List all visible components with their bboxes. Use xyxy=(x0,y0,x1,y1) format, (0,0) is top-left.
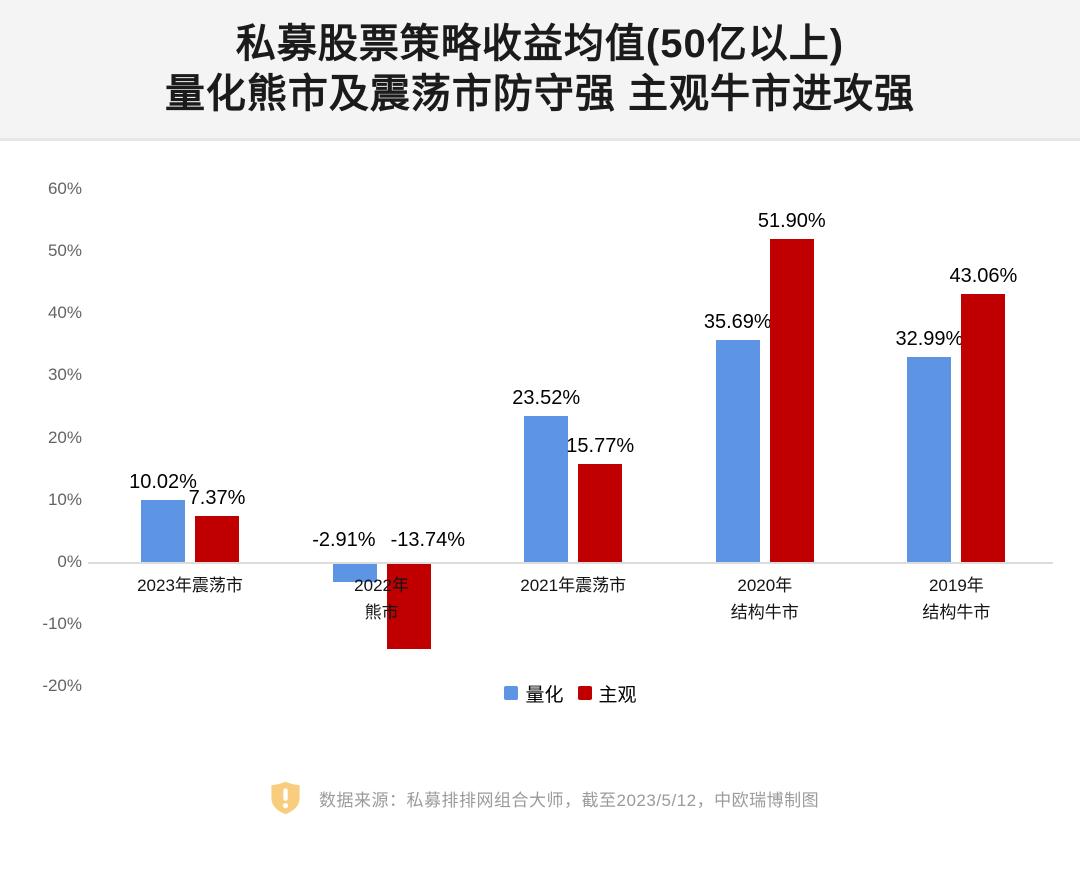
bar-量化 xyxy=(524,415,569,562)
chart-title-band: 私募股票策略收益均值(50亿以上) 量化熊市及震荡市防守强 主观牛市进攻强 xyxy=(0,0,1080,141)
bar-value-label: 10.02% xyxy=(129,470,197,493)
bar-量化 xyxy=(907,356,952,562)
bar-量化 xyxy=(141,499,185,562)
chart-title-line2: 量化熊市及震荡市防守强 主观牛市进攻强 xyxy=(164,72,916,116)
bar-主观 xyxy=(769,239,814,562)
bar-value-label: 23.52% xyxy=(512,386,581,409)
bar-主观 xyxy=(386,564,431,650)
bar-value-label: 35.69% xyxy=(703,311,772,334)
bar-value-label: 7.37% xyxy=(188,487,246,510)
y-tick-label: 20% xyxy=(47,427,82,447)
bar-量化 xyxy=(715,340,760,562)
y-tick-label: 60% xyxy=(47,178,82,198)
legend-item: 主观 xyxy=(577,680,637,707)
legend-swatch xyxy=(504,686,519,700)
legend-label: 量化 xyxy=(525,684,564,706)
category-label: 2021年震荡市 xyxy=(520,576,627,595)
bar-value-label: 32.99% xyxy=(895,327,964,350)
bar-value-label: 15.77% xyxy=(566,434,635,457)
bar-量化 xyxy=(332,564,377,583)
y-tick-label: 0% xyxy=(57,552,82,571)
y-tick-label: -20% xyxy=(42,676,82,696)
data-source-text: 数据来源：私募排排网组合大师，截至2023/5/12，中欧瑞博制图 xyxy=(319,790,820,810)
chart-title-line1: 私募股票策略收益均值(50亿以上) xyxy=(235,22,845,66)
legend: 量化 主观 xyxy=(88,680,1053,706)
legend-label: 主观 xyxy=(598,684,637,706)
bar-主观 xyxy=(961,294,1006,562)
bar-value-label: 51.90% xyxy=(757,210,826,233)
y-tick-label: 10% xyxy=(47,489,82,509)
bar-主观 xyxy=(195,516,239,562)
bar-value-label: -13.74% xyxy=(390,529,466,551)
y-tick-label: 30% xyxy=(47,365,82,385)
y-tick-label: -10% xyxy=(42,614,82,634)
category-label: 2022年 熊市 xyxy=(354,576,409,622)
warning-shield-icon xyxy=(270,781,301,815)
legend-swatch xyxy=(577,686,592,700)
bar-主观 xyxy=(578,463,623,562)
y-tick-label: 40% xyxy=(47,303,82,323)
y-tick-label: 50% xyxy=(47,241,82,261)
bar-value-label: 43.06% xyxy=(949,265,1018,288)
bar-value-label: -2.91% xyxy=(312,529,376,551)
legend-item: 量化 xyxy=(504,680,564,707)
category-label: 2023年震荡市 xyxy=(137,576,243,595)
footer-note: 数据来源：私募排排网组合大师，截至2023/5/12，中欧瑞博制图 xyxy=(270,780,819,816)
category-label: 2019年 结构牛市 xyxy=(922,576,991,622)
zero-axis-line xyxy=(88,562,1053,564)
category-label: 2020年 结构牛市 xyxy=(730,576,799,622)
